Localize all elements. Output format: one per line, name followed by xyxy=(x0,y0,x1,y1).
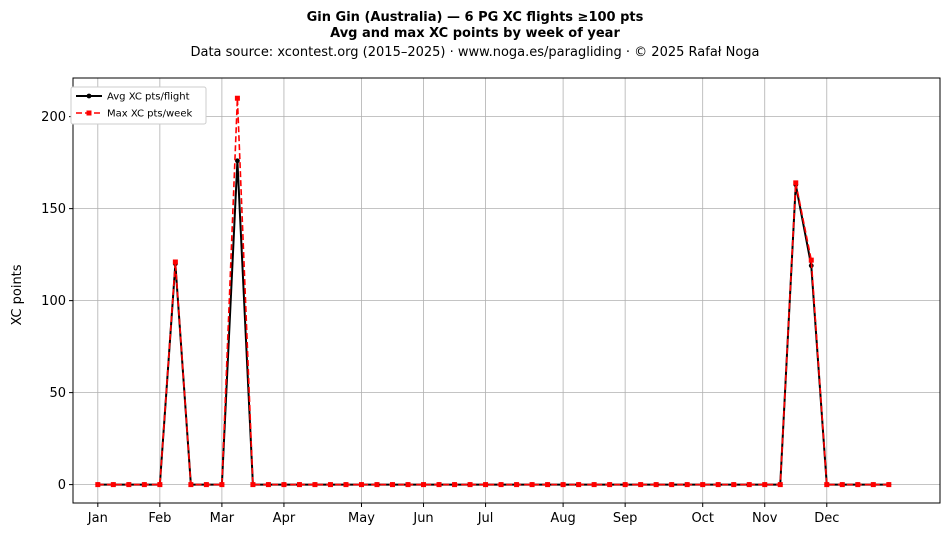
x-tick-label: Oct xyxy=(691,511,713,526)
data-point xyxy=(824,482,830,488)
x-tick-label: May xyxy=(348,511,375,526)
data-point xyxy=(777,482,783,488)
y-tick-label: 200 xyxy=(41,110,66,125)
data-point xyxy=(235,158,240,164)
data-point xyxy=(622,482,628,488)
data-point xyxy=(545,482,551,488)
data-point xyxy=(203,482,209,488)
x-tick-label: Aug xyxy=(550,511,575,526)
data-point xyxy=(265,482,271,488)
data-point xyxy=(157,482,163,488)
series-group xyxy=(95,95,892,488)
data-point xyxy=(669,482,675,488)
data-point xyxy=(95,482,101,488)
data-point xyxy=(343,482,349,488)
data-point xyxy=(234,95,240,101)
y-tick-label: 50 xyxy=(49,386,66,401)
data-point xyxy=(188,482,194,488)
legend-marker xyxy=(86,110,92,116)
data-point xyxy=(296,482,302,488)
x-tick-label: Jul xyxy=(477,511,494,526)
y-tick-label: 100 xyxy=(41,294,66,309)
data-point xyxy=(855,482,861,488)
grid xyxy=(73,78,940,503)
data-point xyxy=(327,482,333,488)
data-point xyxy=(250,482,256,488)
plot-frame xyxy=(72,77,941,504)
legend: Avg XC pts/flight Max XC pts/week xyxy=(70,86,207,125)
data-point xyxy=(452,482,458,488)
data-point xyxy=(529,482,535,488)
data-point xyxy=(514,482,520,488)
data-point xyxy=(793,180,799,186)
data-point xyxy=(870,482,876,488)
series-line xyxy=(97,97,889,486)
x-tick-label: Jan xyxy=(87,511,108,526)
data-point xyxy=(638,482,644,488)
data-point xyxy=(653,482,659,488)
data-point xyxy=(886,482,892,488)
legend-box xyxy=(70,86,207,125)
x-axis: Jan Feb Mar Apr May Jun Jul Aug Sep Oct Nov Dec xyxy=(87,503,839,526)
y-axis-label: XC points xyxy=(10,264,25,325)
data-point xyxy=(684,482,690,488)
x-tick-label: Feb xyxy=(148,511,171,526)
data-point xyxy=(746,482,752,488)
data-point xyxy=(839,482,845,488)
data-point xyxy=(715,482,721,488)
chart-subtitle: Avg and max XC points by week of year xyxy=(330,26,620,41)
legend-marker xyxy=(86,93,92,99)
data-point xyxy=(281,482,287,488)
data-point xyxy=(731,482,737,488)
data-point xyxy=(576,482,582,488)
data-point xyxy=(762,482,768,488)
data-point xyxy=(172,259,178,265)
data-point xyxy=(700,482,706,488)
data-point xyxy=(421,482,427,488)
x-tick-label: Sep xyxy=(613,511,638,526)
legend-label: Max XC pts/week xyxy=(107,109,192,120)
data-point xyxy=(808,257,814,263)
data-point xyxy=(436,482,442,488)
legend-label: Avg XC pts/flight xyxy=(107,92,190,103)
data-point xyxy=(358,482,364,488)
data-point xyxy=(374,482,380,488)
data-point xyxy=(483,482,489,488)
data-point xyxy=(591,482,597,488)
series-avg xyxy=(95,158,892,488)
x-tick-label: Apr xyxy=(273,511,296,526)
chart-title: Gin Gin (Australia) — 6 PG XC flights ≥1… xyxy=(307,10,644,25)
data-point xyxy=(141,482,147,488)
data-point xyxy=(219,482,225,488)
chart-source-line: Data source: xcontest.org (2015–2025) · … xyxy=(190,45,759,60)
series-line xyxy=(97,159,889,486)
data-point xyxy=(390,482,396,488)
series-max xyxy=(95,95,892,488)
y-tick-label: 0 xyxy=(58,478,66,493)
data-point xyxy=(560,482,566,488)
data-point xyxy=(498,482,504,488)
data-point xyxy=(126,482,132,488)
x-tick-label: Nov xyxy=(752,511,778,526)
data-point xyxy=(110,482,116,488)
y-axis: 0 50 100 150 200 xyxy=(41,110,73,493)
x-tick-label: Mar xyxy=(210,511,235,526)
x-tick-label: Jun xyxy=(412,511,433,526)
data-point xyxy=(405,482,411,488)
data-point xyxy=(607,482,613,488)
y-tick-label: 150 xyxy=(41,202,66,217)
data-point xyxy=(467,482,473,488)
x-tick-label: Dec xyxy=(814,511,839,526)
data-point xyxy=(312,482,318,488)
